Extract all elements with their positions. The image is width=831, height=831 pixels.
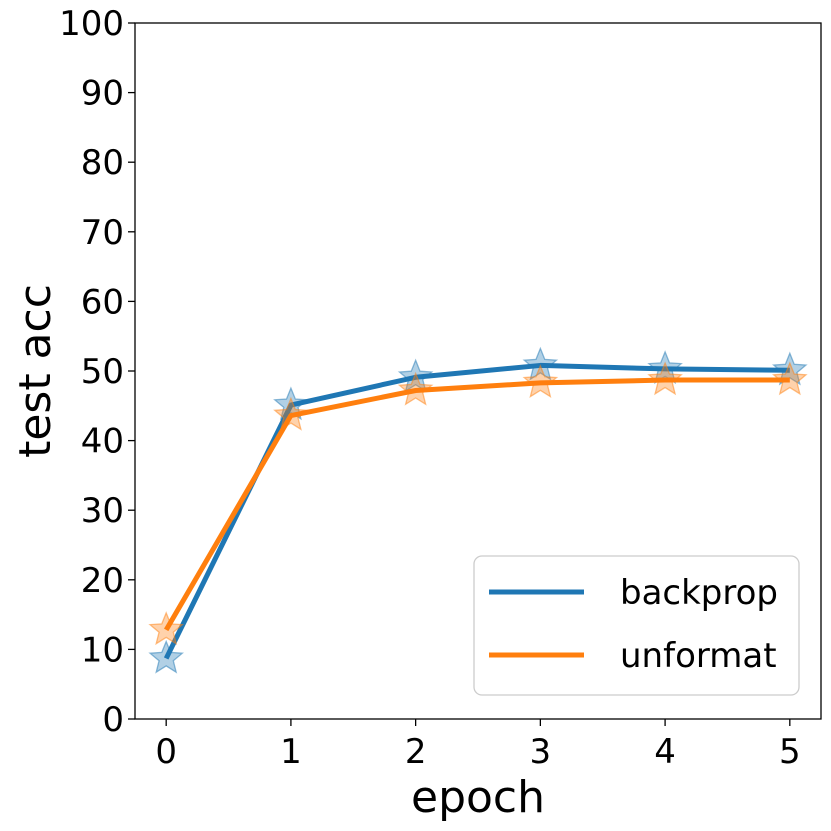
data-point-backprop [647, 350, 683, 385]
series-layer [148, 346, 808, 674]
data-point-unformat [148, 611, 185, 646]
x-tick-label: 1 [280, 732, 302, 772]
x-tick-label: 5 [779, 732, 801, 772]
x-tick-label: 2 [405, 732, 427, 772]
data-point-unformat [647, 361, 683, 396]
y-axis-title: test acc [10, 284, 61, 458]
y-tick-label: 30 [81, 491, 124, 531]
y-tick-label: 10 [81, 630, 124, 670]
legend-label-backprop: backprop [620, 573, 778, 613]
y-tick-label: 50 [81, 352, 124, 392]
x-tick-label: 3 [530, 732, 552, 772]
data-point-unformat [397, 371, 434, 406]
y-tick-label: 40 [81, 422, 124, 462]
x-axis: 0 1 2 3 4 5 [155, 719, 801, 772]
data-point-unformat [522, 364, 559, 398]
data-point-backprop [522, 346, 559, 381]
x-axis-title: epoch [411, 772, 545, 823]
data-point-backprop [397, 358, 434, 393]
series-line-unformat [164, 377, 790, 632]
y-tick-label: 20 [81, 561, 124, 601]
y-tick-label: 70 [81, 213, 124, 253]
legend-label-unformat: unformat [620, 636, 777, 676]
data-point-unformat [273, 396, 309, 431]
y-tick-label: 60 [81, 282, 124, 322]
legend: backprop unformat [473, 555, 800, 696]
data-point-backprop [273, 386, 309, 421]
y-tick-label: 80 [81, 143, 124, 183]
x-tick-label: 4 [654, 732, 676, 772]
data-point-unformat [771, 361, 808, 396]
x-tick-label: 0 [155, 732, 177, 772]
series-unformat [148, 361, 808, 646]
y-tick-label: 0 [102, 700, 124, 740]
y-axis: 0 10 20 30 40 50 60 70 80 90 100 [59, 4, 135, 740]
data-point-backprop [148, 639, 185, 674]
y-tick-label: 100 [59, 4, 124, 44]
y-tick-label: 90 [81, 74, 124, 114]
